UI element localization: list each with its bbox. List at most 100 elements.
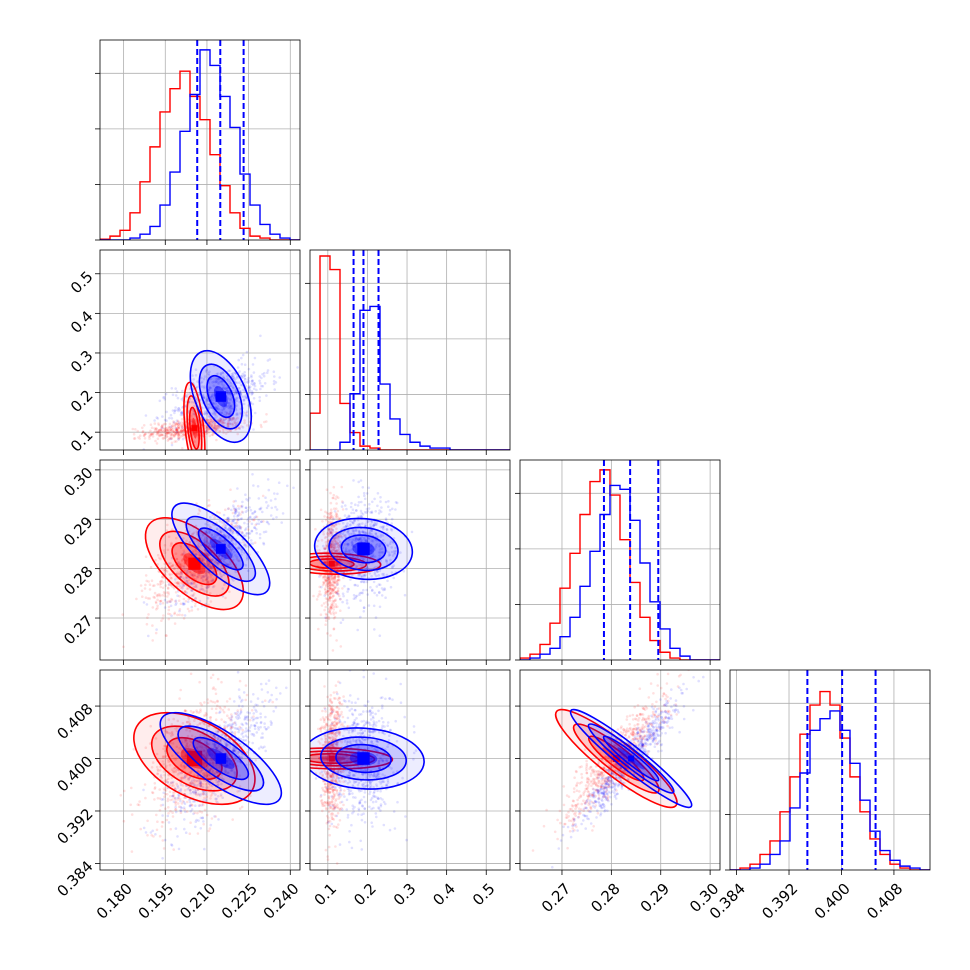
scatter-point [336, 516, 339, 519]
scatter-point [174, 603, 177, 606]
scatter-point [163, 594, 167, 598]
scatter-point [336, 579, 339, 582]
scatter-point [361, 575, 364, 579]
scatter-point [329, 545, 332, 548]
scatter-point [236, 514, 240, 517]
scatter-point [261, 384, 265, 388]
scatter-point [359, 509, 363, 513]
scatter-point [334, 581, 337, 584]
scatter-point [356, 515, 360, 518]
scatter-point [181, 799, 185, 803]
scatter-point [215, 746, 219, 750]
scatter-point [176, 773, 180, 776]
scatter-point [233, 510, 237, 514]
scatter-point [179, 544, 182, 547]
scatter-point [215, 764, 218, 767]
scatter-point [222, 384, 225, 388]
scatter-point [166, 586, 170, 590]
scatter-point [174, 581, 177, 584]
scatter-point [341, 500, 344, 503]
scatter-point [332, 537, 336, 540]
scatter-point [234, 712, 238, 716]
scatter-point [174, 432, 177, 436]
scatter-point [208, 402, 211, 406]
scatter-point [223, 418, 226, 422]
scatter-point [171, 815, 175, 818]
scatter-point [174, 803, 178, 807]
scatter-point [321, 583, 325, 587]
scatter-point [272, 517, 275, 521]
scatter-point [166, 731, 169, 734]
scatter-point [334, 611, 338, 615]
scatter-point [220, 380, 224, 383]
scatter-point [216, 677, 220, 681]
scatter-point [218, 417, 222, 421]
scatter-point [233, 726, 237, 730]
scatter-point [201, 534, 205, 537]
scatter-point [204, 602, 208, 606]
scatter-point [156, 563, 159, 566]
scatter-point [228, 526, 231, 529]
scatter-point [205, 432, 208, 435]
scatter-point [216, 564, 220, 567]
scatter-point [374, 532, 378, 536]
scatter-point [324, 578, 327, 582]
scatter-point [175, 431, 178, 434]
scatter-point [205, 431, 209, 434]
scatter-point [201, 769, 204, 772]
scatter-point [403, 593, 407, 597]
scatter-point [211, 761, 215, 765]
scatter-point [232, 417, 235, 420]
scatter-point [357, 523, 361, 526]
scatter-point [355, 564, 359, 568]
scatter-point [214, 428, 218, 431]
scatter-point [172, 430, 175, 434]
scatter-point [207, 531, 211, 534]
scatter-point [158, 434, 162, 437]
scatter-point [217, 554, 221, 558]
scatter-point [218, 529, 222, 532]
scatter-point [336, 575, 340, 579]
scatter-point [263, 382, 267, 385]
scatter-point [233, 379, 236, 382]
scatter-point [155, 427, 158, 431]
scatter-point [352, 593, 356, 597]
scatter-point [235, 521, 239, 524]
scatter-point [208, 430, 211, 434]
scatter-point [235, 526, 239, 530]
scatter-point [200, 556, 204, 559]
scatter-point [232, 385, 235, 389]
scatter-point [215, 372, 218, 376]
scatter-point [336, 541, 340, 545]
scatter-point [132, 748, 136, 751]
scatter-point [322, 532, 326, 536]
scatter-point [221, 371, 225, 375]
scatter-point [174, 426, 178, 430]
scatter-point [325, 590, 329, 593]
scatter-point [268, 358, 272, 361]
scatter-point [220, 539, 223, 542]
scatter-point [223, 726, 226, 729]
scatter-point [257, 497, 261, 500]
scatter-point [292, 486, 295, 490]
scatter-point [181, 776, 184, 780]
scatter-point [224, 387, 227, 390]
scatter-point [206, 564, 210, 568]
scatter-point [172, 767, 176, 770]
plot-area [121, 473, 295, 649]
scatter-point [159, 602, 162, 606]
scatter-point [234, 392, 237, 395]
scatter-point [170, 597, 173, 601]
scatter-point [158, 769, 162, 772]
scatter-point [330, 602, 334, 605]
scatter-point [178, 608, 182, 611]
scatter-point [165, 529, 169, 532]
scatter-point [214, 771, 218, 774]
scatter-point [153, 422, 157, 425]
scatter-point [220, 520, 224, 524]
scatter-point [164, 792, 167, 796]
scatter-point [237, 518, 240, 522]
scatter-point [181, 432, 184, 435]
scatter-point [334, 598, 337, 601]
scatter-point [175, 422, 178, 426]
